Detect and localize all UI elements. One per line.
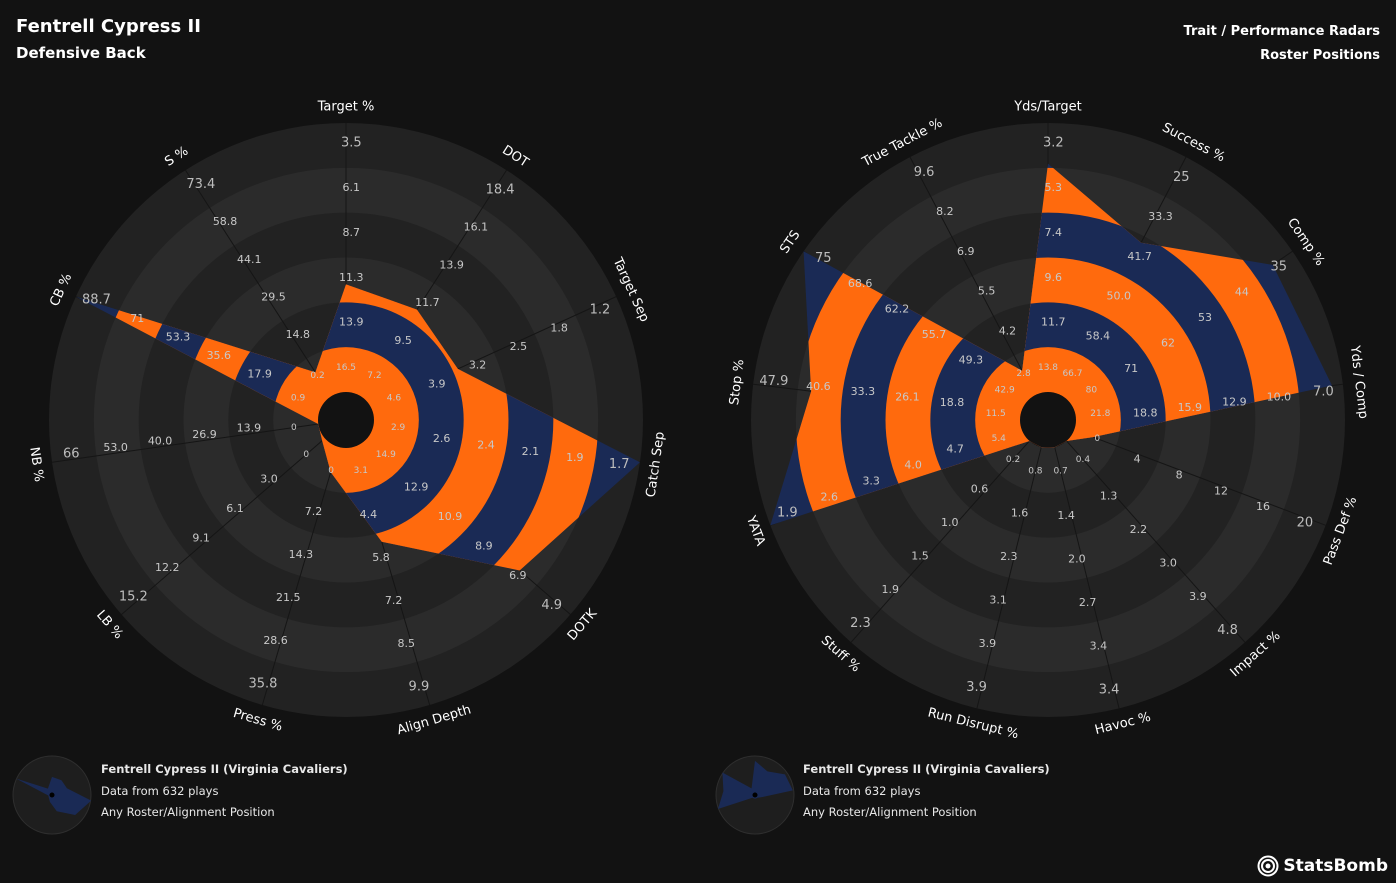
tick-label: 6.1 <box>343 181 361 194</box>
legend-plays: Data from 632 plays <box>101 784 219 798</box>
legend-player: Fentrell Cypress II (Virginia Cavaliers) <box>101 762 348 776</box>
tick-label: 26.9 <box>192 428 217 441</box>
tick-label: 16.1 <box>464 221 489 234</box>
tick-label: 14.9 <box>376 450 396 460</box>
tick-label: 0 <box>291 423 297 433</box>
tick-label: 13.9 <box>439 258 464 271</box>
tick-label: 16.5 <box>336 363 356 373</box>
tick-label: 11.7 <box>415 296 440 309</box>
legend-position: Any Roster/Alignment Position <box>101 805 275 819</box>
radar-set-subtitle: Roster Positions <box>1260 48 1380 63</box>
tick-label: 7.2 <box>305 505 323 518</box>
tick-label: 9.1 <box>192 532 210 545</box>
tick-label: 1.8 <box>550 321 568 334</box>
tick-label: 71 <box>130 312 144 325</box>
tick-label: 18.4 <box>486 183 515 198</box>
tick-label: 1.2 <box>590 302 611 317</box>
tick-label: 2.4 <box>477 438 495 451</box>
axis-label: DOT <box>499 143 531 171</box>
tick-label: 15.2 <box>119 590 148 605</box>
tick-label: 3.9 <box>428 377 446 390</box>
legend-position: Any Roster/Alignment Position <box>803 805 977 819</box>
axis-label: Catch Sep <box>644 431 668 499</box>
tick-label: 17.9 <box>247 368 272 381</box>
tick-label: 29.5 <box>261 290 286 303</box>
tick-label: 66 <box>63 447 80 462</box>
player-position: Defensive Back <box>16 44 146 62</box>
tick-label: 9.5 <box>394 334 412 347</box>
tick-label: 12.9 <box>404 481 429 494</box>
tick-label: 0 <box>303 450 309 460</box>
radar-band-center <box>318 392 374 448</box>
tick-label: 10.9 <box>438 510 463 523</box>
legend-thumbnail-left <box>12 755 92 835</box>
tick-label: 3.5 <box>341 136 362 151</box>
axis-spoke <box>51 423 319 463</box>
tick-label: 7.2 <box>385 594 403 607</box>
player-name: Fentrell Cypress II <box>16 16 201 37</box>
tick-label: 1.7 <box>609 457 630 472</box>
tick-label: 0.9 <box>291 394 306 404</box>
tick-label: 35.6 <box>207 349 232 362</box>
tick-label: 2.9 <box>391 423 406 433</box>
tick-label: 8.5 <box>398 637 416 650</box>
tick-label: 35.8 <box>248 677 277 692</box>
tick-label: 0 <box>328 466 334 476</box>
tick-label: 28.6 <box>263 634 288 647</box>
legend-player: Fentrell Cypress II (Virginia Cavaliers) <box>803 762 1050 776</box>
axis-spoke <box>185 169 332 397</box>
tick-label: 44.1 <box>237 253 262 266</box>
tick-label: 14.3 <box>289 548 314 561</box>
tick-label: 58.8 <box>213 215 238 228</box>
tick-label: 53.3 <box>166 330 191 343</box>
tick-label: 3.0 <box>260 473 278 486</box>
tick-label: 8.7 <box>343 226 361 239</box>
tick-label: 4.4 <box>360 508 378 521</box>
tick-label: 3.2 <box>469 359 487 372</box>
tick-label: 21.5 <box>276 591 301 604</box>
tick-label: 88.7 <box>82 293 111 308</box>
statsbomb-logo: StatsBomb <box>1257 855 1388 877</box>
tick-label: 2.6 <box>433 432 451 445</box>
tick-label: 1.9 <box>566 451 584 464</box>
legend-plays: Data from 632 plays <box>803 784 921 798</box>
tick-label: 2.1 <box>522 445 540 458</box>
tick-label: 3.1 <box>354 466 368 476</box>
thumbnail-center <box>49 792 55 798</box>
tick-label: 12.2 <box>155 561 180 574</box>
tick-label: 53.0 <box>103 441 128 454</box>
tick-label: 8.9 <box>475 540 493 553</box>
radar-set-title: Trait / Performance Radars <box>1183 24 1380 39</box>
tick-label: 13.9 <box>339 316 364 329</box>
statsbomb-icon <box>1257 855 1279 877</box>
tick-label: 11.3 <box>339 271 364 284</box>
radar-left: 16.5 13.9 11.3 8.7 6.1 3.5 Target % 7.2 9.5 11.7 1… <box>26 100 668 739</box>
tick-label: 4.9 <box>541 598 562 613</box>
tick-label: 6.1 <box>226 502 244 515</box>
axis-label: CB % <box>47 271 75 309</box>
tick-label: 5.8 <box>372 551 390 564</box>
axis-label: Press % <box>231 706 284 735</box>
tick-label: 13.9 <box>237 422 262 435</box>
tick-label: 4.6 <box>387 394 402 404</box>
tick-label: 40.0 <box>148 434 173 447</box>
axis-spoke <box>121 437 326 615</box>
tick-label: 73.4 <box>186 177 215 192</box>
tick-label: 0.2 <box>310 371 324 381</box>
tick-label: 6.9 <box>509 569 527 582</box>
tick-label: 7.2 <box>367 371 381 381</box>
axis-label: NB % <box>26 446 46 483</box>
axis-label: Target % <box>317 100 375 115</box>
axis-spoke <box>261 446 339 706</box>
tick-label: 14.8 <box>286 328 311 341</box>
axis-label: S % <box>162 144 191 170</box>
tick-label: 2.5 <box>510 340 528 353</box>
statsbomb-wordmark: StatsBomb <box>1283 856 1388 876</box>
tick-label: 9.9 <box>409 680 430 695</box>
